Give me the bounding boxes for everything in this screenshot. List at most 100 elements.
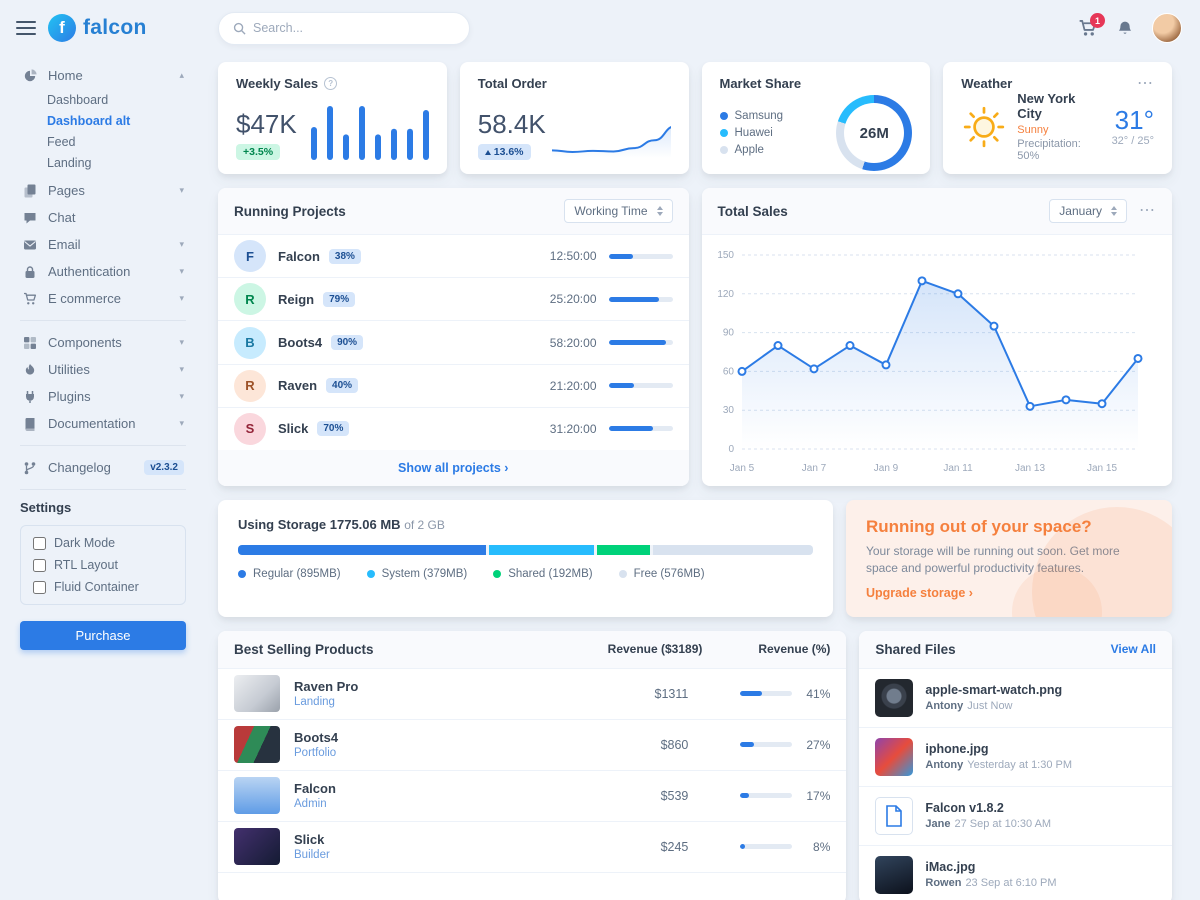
product-name[interactable]: Falcon [294,781,336,797]
view-all-link[interactable]: View All [1110,642,1156,657]
fluid-container-toggle[interactable]: Fluid Container [33,580,173,594]
user-avatar[interactable] [1152,13,1182,43]
product-row: Boots4 Portfolio $860 27% [218,720,847,771]
project-name[interactable]: Slick [278,421,309,437]
file-name[interactable]: iphone.jpg [925,742,989,757]
file-row: iphone.jpg Antony Yesterday at 1:30 PM [859,728,1172,787]
best-selling-title: Best Selling Products [234,641,374,657]
project-progress-badge: 38% [328,248,361,264]
upgrade-storage-link[interactable]: Upgrade storage › [865,585,973,600]
product-thumbnail [234,777,280,815]
svg-text:Jan 5: Jan 5 [729,463,754,474]
legend-dot [493,570,502,578]
product-name[interactable]: Raven Pro [294,679,359,695]
product-name[interactable]: Slick [294,832,325,848]
total-order-badge: 13.6% [477,144,531,160]
book-icon [22,417,38,431]
file-owner: Jane [925,818,951,831]
sidebar-item-ecommerce[interactable]: E commerce ▾ [20,285,186,312]
notifications-button[interactable] [1116,19,1134,37]
sidebar-item-utilities[interactable]: Utilities ▾ [20,356,186,383]
legend-dot [618,570,627,578]
project-row: F Falcon 38% 12:50:00 [218,235,689,279]
weather-temp: 31° [1114,105,1154,136]
storage-legend: Regular (895MB) System (379MB) Shared (1… [238,568,813,580]
weekly-sales-card: Weekly Sales $47K +3.5% [218,62,447,174]
file-name[interactable]: iMac.jpg [925,860,976,875]
project-name[interactable]: Reign [278,291,315,307]
project-avatar: F [234,240,266,273]
sidebar-item-dashboard-alt[interactable]: Dashboard alt [47,113,131,128]
sidebar-item-documentation[interactable]: Documentation ▾ [20,410,186,437]
weather-precipitation: Precipitation: 50% [1017,138,1081,162]
sort-carets-icon [656,206,663,216]
storage-title: Using Storage [238,517,327,532]
sidebar-item-home[interactable]: Home ▴ [20,62,186,89]
fire-icon [22,363,38,377]
logo[interactable]: f falcon [48,14,147,42]
dark-mode-toggle[interactable]: Dark Mode [33,536,173,550]
project-time: 58:20:00 [549,335,597,350]
product-row: Slick Builder $245 8% [218,822,847,873]
search-icon [233,22,246,35]
ellipsis-menu-icon[interactable]: ⋯ [1139,202,1156,220]
search-input[interactable] [253,21,455,35]
product-type-link[interactable]: Builder [294,849,330,862]
toggle-label: Fluid Container [54,580,139,594]
file-thumbnail [875,855,914,894]
cart-button[interactable]: 1 [1078,13,1105,37]
ellipsis-menu-icon[interactable]: ⋯ [1137,74,1154,92]
sidebar-item-changelog[interactable]: Changelog v2.3.2 [20,454,186,481]
project-name[interactable]: Raven [278,378,318,394]
bell-icon [1118,21,1132,34]
month-select[interactable]: January [1049,199,1127,223]
settings-heading: Settings [20,500,72,515]
product-name[interactable]: Boots4 [294,730,339,746]
purchase-button[interactable]: Purchase [20,621,186,650]
sidebar-item-dashboard[interactable]: Dashboard [47,92,109,107]
file-time: Yesterday at 1:30 PM [967,759,1073,772]
product-type-link[interactable]: Landing [294,696,335,709]
show-all-projects-link[interactable]: Show all projects › [398,461,509,475]
menu-toggle-button[interactable] [16,21,36,35]
chevron-down-icon: ▾ [179,185,184,195]
fluid-container-checkbox[interactable] [33,580,46,594]
progress-bar [608,426,673,432]
total-order-value: 58.4K [477,109,546,139]
divider [20,489,186,490]
file-name[interactable]: Falcon v1.8.2 [925,801,1004,816]
components-icon [22,336,38,350]
file-name[interactable]: apple-smart-watch.png [925,683,1063,698]
promo-title: Running out of your space? [865,517,1092,536]
rtl-layout-checkbox[interactable] [33,558,46,572]
shared-files-title: Shared Files [875,641,956,657]
sidebar-item-components[interactable]: Components ▾ [20,329,186,356]
running-projects-card: Running Projects Working Time F Falcon 38… [218,188,689,486]
product-type-link[interactable]: Portfolio [294,747,337,760]
sidebar-item-feed[interactable]: Feed [47,134,76,149]
info-icon[interactable] [324,77,338,90]
project-name[interactable]: Falcon [278,248,320,264]
version-badge: v2.3.2 [144,460,184,475]
settings-toggle-box: Dark Mode RTL Layout Fluid Container [20,525,186,605]
sidebar-item-email[interactable]: Email ▾ [20,231,186,258]
dark-mode-checkbox[interactable] [33,536,46,550]
product-type-link[interactable]: Admin [294,798,327,811]
progress-bar [608,383,673,389]
sidebar-item-landing[interactable]: Landing [47,155,92,170]
project-row: S Slick 70% 31:20:00 [218,408,689,450]
sidebar-item-chat[interactable]: Chat [20,204,186,231]
sidebar-item-pages[interactable]: Pages ▾ [20,177,186,204]
project-time: 31:20:00 [549,421,597,436]
sidebar-item-authentication[interactable]: Authentication ▾ [20,258,186,285]
search-box[interactable] [218,11,470,45]
project-name[interactable]: Boots4 [278,335,323,350]
rtl-layout-toggle[interactable]: RTL Layout [33,558,173,572]
legend-dot [719,146,728,154]
file-owner: Antony [925,700,964,713]
code-branch-icon [22,461,38,475]
product-pct: 27% [806,737,831,752]
sidebar-item-label: Chat [48,210,76,225]
sidebar-item-plugins[interactable]: Plugins ▾ [20,383,186,410]
working-time-select[interactable]: Working Time [564,199,673,223]
